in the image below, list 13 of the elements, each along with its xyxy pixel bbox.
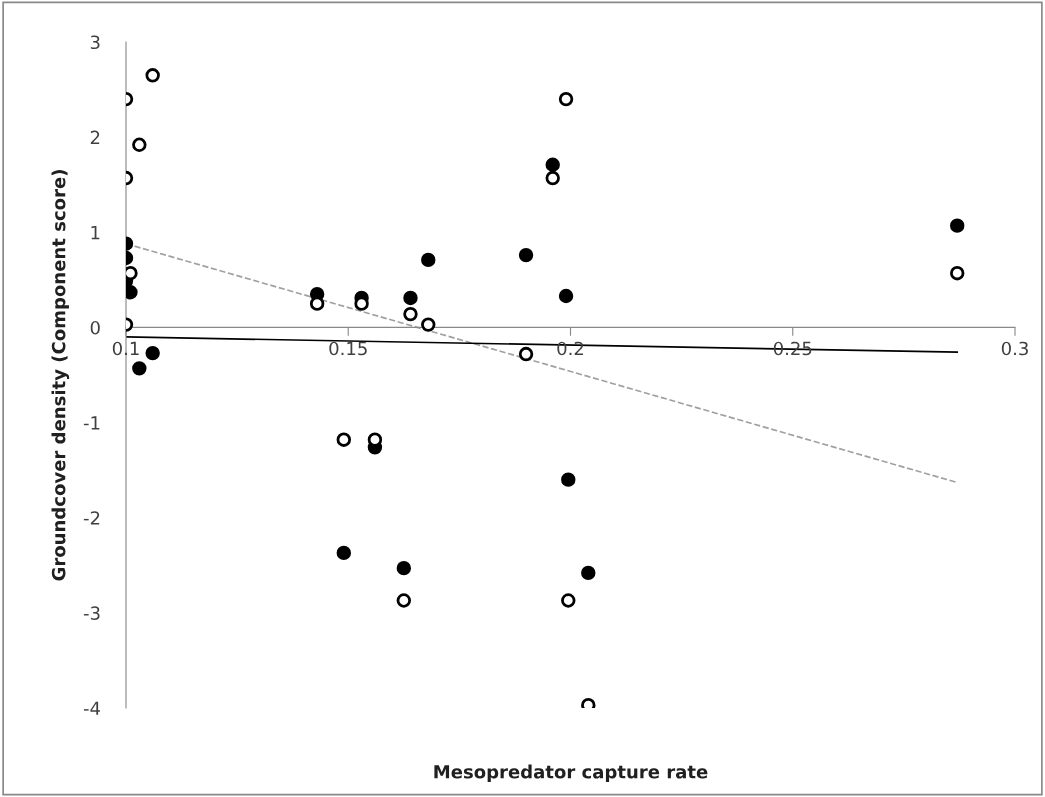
x-tick-label: 0.1 [112, 341, 139, 356]
y-axis-title: Groundcover density (Component score) [51, 170, 70, 581]
y-tick-label: -4 [83, 701, 100, 715]
y-tick-label: 3 [90, 35, 100, 50]
y-tick-label: 2 [90, 130, 100, 144]
x-tick-label: 0.3 [1001, 341, 1028, 356]
y-tick-label: -3 [83, 606, 100, 620]
x-axis-title: Mesopredator capture rate [434, 764, 708, 783]
y-tick-label: 0 [90, 320, 100, 335]
x-tick-label: 0.15 [329, 341, 367, 356]
y-tick-label: -2 [83, 511, 100, 525]
y-tick-label: -1 [83, 416, 100, 430]
y-tick-label: 1 [91, 225, 100, 240]
